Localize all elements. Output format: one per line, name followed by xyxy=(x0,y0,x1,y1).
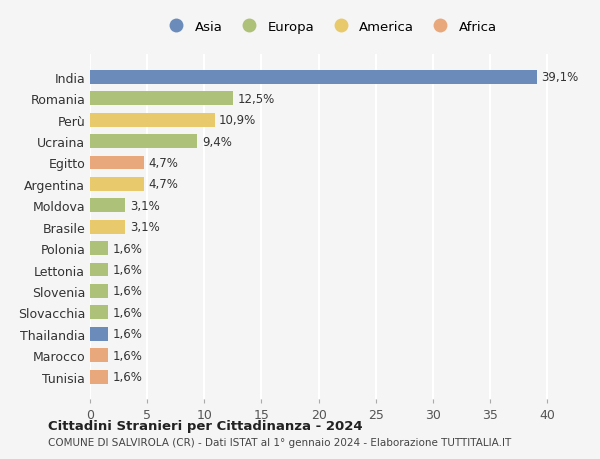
Text: 39,1%: 39,1% xyxy=(541,71,578,84)
Bar xyxy=(90,220,125,234)
Bar xyxy=(90,135,197,149)
Text: 1,6%: 1,6% xyxy=(113,242,143,255)
Text: 1,6%: 1,6% xyxy=(113,328,143,341)
Text: 10,9%: 10,9% xyxy=(219,114,256,127)
Text: 1,6%: 1,6% xyxy=(113,306,143,319)
Bar xyxy=(90,199,125,213)
Text: 3,1%: 3,1% xyxy=(130,199,160,213)
Legend: Asia, Europa, America, Africa: Asia, Europa, America, Africa xyxy=(159,17,501,38)
Bar xyxy=(90,113,215,127)
Text: 1,6%: 1,6% xyxy=(113,370,143,383)
Bar xyxy=(90,92,233,106)
Bar xyxy=(90,370,108,384)
Text: 9,4%: 9,4% xyxy=(202,135,232,148)
Bar xyxy=(90,178,144,191)
Bar xyxy=(90,284,108,298)
Text: 12,5%: 12,5% xyxy=(238,93,275,106)
Bar xyxy=(90,348,108,362)
Text: 4,7%: 4,7% xyxy=(148,178,178,191)
Bar xyxy=(90,306,108,319)
Text: COMUNE DI SALVIROLA (CR) - Dati ISTAT al 1° gennaio 2024 - Elaborazione TUTTITAL: COMUNE DI SALVIROLA (CR) - Dati ISTAT al… xyxy=(48,437,511,447)
Bar xyxy=(90,263,108,277)
Text: 1,6%: 1,6% xyxy=(113,349,143,362)
Text: Cittadini Stranieri per Cittadinanza - 2024: Cittadini Stranieri per Cittadinanza - 2… xyxy=(48,419,362,432)
Text: 4,7%: 4,7% xyxy=(148,157,178,170)
Bar xyxy=(90,327,108,341)
Text: 1,6%: 1,6% xyxy=(113,285,143,298)
Text: 1,6%: 1,6% xyxy=(113,263,143,276)
Bar xyxy=(90,241,108,256)
Bar xyxy=(90,71,537,84)
Bar xyxy=(90,156,144,170)
Text: 3,1%: 3,1% xyxy=(130,221,160,234)
